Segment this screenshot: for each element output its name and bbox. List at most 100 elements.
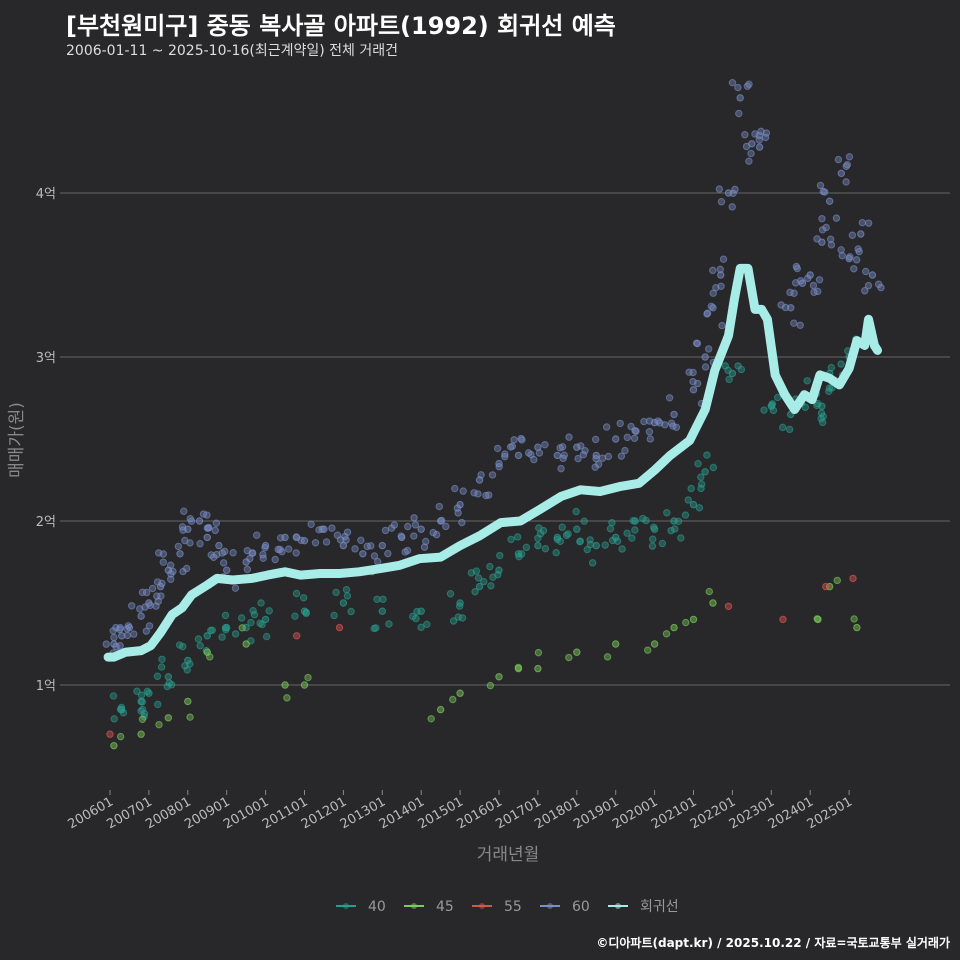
point-40 — [291, 612, 299, 620]
point-60 — [670, 410, 678, 419]
point-40 — [292, 589, 301, 598]
point-45 — [853, 623, 861, 632]
point-45 — [436, 705, 445, 714]
point-60 — [553, 451, 562, 460]
legend-item-40: 40 — [336, 899, 386, 915]
point-40 — [137, 691, 146, 699]
point-60 — [508, 442, 517, 450]
point-40 — [663, 509, 671, 517]
point-60 — [787, 304, 795, 312]
point-45 — [670, 623, 678, 632]
y-tick-label: 4억 — [36, 187, 56, 202]
point-60 — [742, 142, 751, 151]
point-60 — [815, 276, 824, 284]
point-60 — [212, 519, 221, 527]
point-45 — [705, 587, 714, 596]
point-40 — [709, 463, 718, 472]
point-40 — [553, 535, 562, 544]
point-60 — [715, 185, 724, 193]
point-60 — [196, 540, 204, 548]
y-axis-label: 매매가(원) — [7, 402, 27, 478]
point-60 — [410, 532, 418, 540]
point-60 — [646, 435, 655, 443]
point-60 — [645, 417, 654, 425]
point-60 — [411, 521, 420, 529]
point-60 — [261, 544, 269, 552]
point-40 — [179, 642, 187, 651]
point-60 — [477, 471, 485, 479]
point-60 — [850, 265, 858, 273]
point-60 — [435, 502, 443, 511]
point-60 — [493, 444, 502, 453]
point-60 — [180, 507, 188, 515]
point-60 — [757, 127, 765, 136]
point-60 — [231, 584, 240, 592]
point-60 — [825, 197, 834, 205]
point-40 — [827, 363, 836, 372]
point-45 — [534, 648, 543, 657]
point-60 — [359, 550, 367, 558]
point-40 — [373, 595, 381, 603]
point-40 — [247, 618, 255, 627]
point-60 — [159, 558, 167, 566]
point-40 — [165, 679, 173, 687]
chart-title: [부천원미구] 중동 복사골 아파트(1992) 회귀선 예측 — [66, 12, 616, 40]
point-60 — [186, 539, 194, 547]
point-40 — [412, 614, 420, 623]
point-40 — [779, 423, 787, 432]
point-60 — [689, 386, 698, 394]
point-60 — [728, 203, 736, 211]
point-60 — [717, 198, 726, 206]
point-60 — [855, 247, 863, 256]
point-60 — [274, 545, 282, 554]
point-40 — [249, 607, 257, 615]
point-60 — [797, 277, 805, 285]
point-60 — [186, 514, 195, 523]
legend-label: 60 — [572, 899, 590, 915]
point-60 — [195, 517, 204, 525]
point-45 — [164, 714, 173, 722]
point-60 — [157, 592, 165, 600]
point-60 — [719, 255, 728, 263]
point-60 — [602, 423, 611, 431]
point-40 — [649, 535, 657, 543]
point-60 — [518, 436, 526, 444]
point-45 — [486, 681, 495, 690]
point-45 — [427, 715, 435, 723]
point-60 — [814, 287, 822, 296]
point-45 — [603, 653, 612, 661]
point-60 — [176, 550, 184, 558]
point-60 — [857, 230, 865, 238]
point-40 — [541, 544, 550, 553]
legend-point-icon — [411, 903, 417, 909]
point-40 — [299, 594, 308, 602]
point-40 — [330, 611, 338, 620]
point-60 — [203, 533, 211, 542]
point-60 — [612, 435, 620, 443]
point-60 — [292, 549, 300, 557]
point-60 — [514, 451, 523, 460]
point-60 — [211, 526, 219, 535]
point-45 — [662, 630, 671, 638]
point-45 — [495, 673, 503, 681]
point-45 — [304, 673, 312, 682]
point-60 — [790, 289, 798, 297]
point-45 — [281, 681, 289, 689]
point-45 — [137, 730, 145, 738]
point-60 — [417, 525, 425, 533]
point-40 — [667, 526, 675, 535]
point-45 — [449, 695, 457, 704]
point-60 — [577, 442, 585, 450]
point-40 — [203, 632, 211, 640]
point-60 — [179, 526, 187, 534]
point-60 — [796, 321, 804, 329]
legend-label: 55 — [504, 899, 522, 915]
point-40 — [237, 614, 246, 622]
point-60 — [167, 575, 175, 583]
point-60 — [442, 522, 450, 531]
point-60 — [826, 235, 835, 243]
point-60 — [527, 450, 535, 459]
point-60 — [259, 550, 267, 559]
point-60 — [123, 631, 132, 640]
point-40 — [513, 533, 522, 541]
